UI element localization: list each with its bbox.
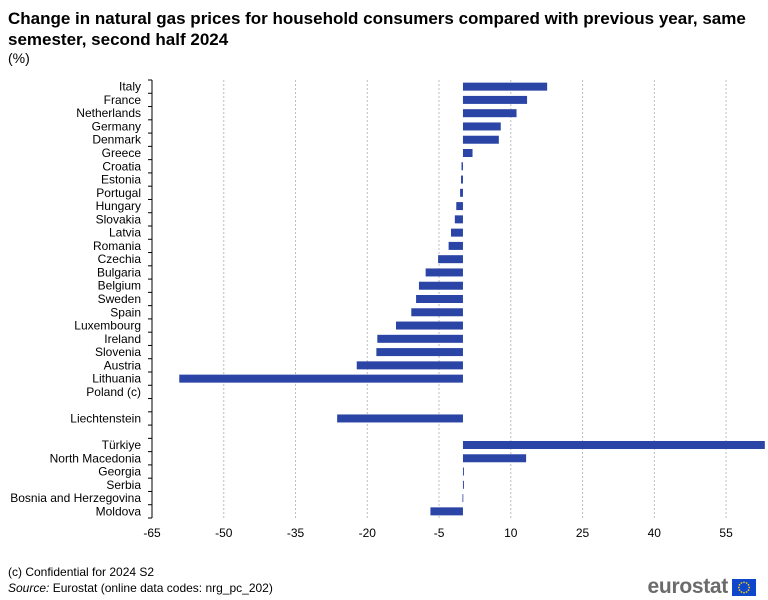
bar [462,122,501,131]
x-tick-label: -35 [287,526,305,540]
bar [462,95,528,104]
x-tick-label: 40 [648,526,662,540]
category-label: Slovenia [95,345,141,359]
category-label: Czechia [98,252,142,266]
category-label: Romania [93,239,141,253]
bar-chart: -65 -50 -35 -20 -5 10 25 40 55 ItalyFranceNetherl… [10,79,765,540]
bar [376,348,463,357]
category-label: Croatia [102,159,141,173]
bar [462,480,464,489]
bar [460,188,463,197]
source-text: Eurostat (online data codes: nrg_pc_202) [49,581,273,595]
bar [395,321,463,330]
flag-star [738,588,741,591]
chart-title: Change in natural gas prices for househo… [8,9,746,49]
bar [438,255,463,264]
flag-star [740,590,743,593]
eu-flag-icon [732,578,756,596]
x-tick-label: -5 [434,526,445,540]
x-tick-label: 10 [504,526,518,540]
category-label: Bulgaria [97,265,141,279]
bar [462,149,473,157]
x-tick-label: -20 [359,526,377,540]
category-label: France [104,93,142,107]
category-label: Germany [92,119,141,133]
chart-unit: (%) [8,50,30,66]
category-label: Latvia [109,226,141,240]
bar [356,361,463,370]
bar [377,334,463,343]
bar [179,374,463,383]
bar [462,494,464,503]
bar [430,507,463,516]
flag-star [745,590,748,593]
flag-star [747,588,750,591]
source-label: Source: [8,581,50,595]
category-label: Georgia [98,465,141,479]
flag-star [748,586,751,588]
flag-star [738,583,741,586]
flag-star [743,580,745,583]
category-label: Slovakia [96,212,142,226]
bar [416,295,463,303]
category-label: Portugal [96,186,141,200]
category-label: Spain [110,305,141,319]
category-label: Denmark [92,133,142,147]
category-label: Bosnia and Herzegovina [10,491,141,505]
category-label: Austria [104,358,142,372]
category-label: Sweden [98,292,141,306]
category-label: North Macedonia [50,451,142,465]
category-label: Serbia [106,478,141,492]
bar [462,82,548,91]
bar [337,414,463,423]
category-label: Ireland [104,332,141,346]
category-label: Belgium [98,279,141,293]
flag-star [743,591,745,594]
bar [451,228,463,237]
category-label: Türkiye [102,438,142,452]
category-label: Netherlands [76,106,141,120]
category-label: Estonia [101,173,141,187]
bar [462,135,499,144]
x-tick-label: -65 [143,526,161,540]
bar [462,109,517,118]
bar [461,175,463,184]
category-label: Liechtenstein [70,411,141,425]
eurostat-logo: eurostat [648,575,756,599]
category-label: Greece [102,146,142,160]
flag-star [737,586,740,588]
category-label: Moldova [96,504,142,518]
flag-star [740,581,743,584]
bar [462,441,765,449]
logo-wordmark: eurostat [647,575,729,598]
bar [462,454,527,463]
category-label: Poland (c) [86,385,141,399]
bar [418,281,463,290]
bar [448,241,463,250]
category-label: Luxembourg [74,319,141,333]
flag-star [745,581,748,584]
source-line: Source: Eurostat (online data codes: nrg… [8,581,273,596]
bar [461,162,463,171]
x-tick-label: -50 [215,526,233,540]
bar [411,308,463,317]
bar [454,215,463,224]
category-label: Lithuania [92,372,141,386]
bar [425,268,463,277]
x-tick-label: 25 [576,526,590,540]
footnote: (c) Confidential for 2024 S2 [8,565,155,579]
flag-star [747,583,750,586]
bar [462,467,464,476]
x-tick-label: 55 [719,526,733,540]
category-label: Italy [119,80,141,94]
bar [456,202,463,211]
category-label: Hungary [96,199,141,213]
